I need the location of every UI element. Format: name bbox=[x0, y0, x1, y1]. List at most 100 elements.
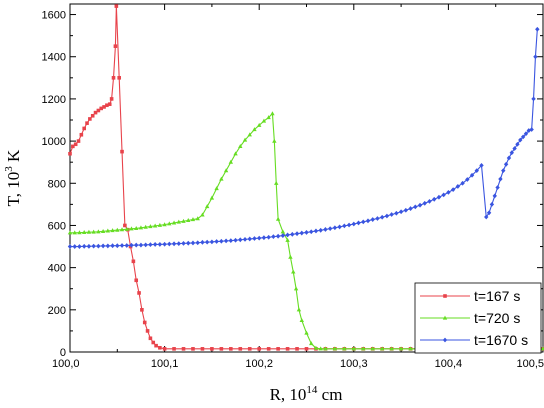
data-point bbox=[123, 223, 127, 228]
data-point bbox=[82, 126, 86, 131]
data-point bbox=[342, 223, 347, 229]
data-point bbox=[223, 168, 229, 173]
data-point bbox=[323, 346, 328, 351]
series-3 bbox=[67, 26, 540, 249]
data-point bbox=[181, 240, 186, 246]
data-point bbox=[375, 216, 380, 221]
data-point bbox=[247, 236, 252, 242]
data-point bbox=[323, 227, 328, 232]
data-point bbox=[450, 187, 456, 192]
data-point bbox=[398, 209, 404, 215]
data-point bbox=[318, 227, 323, 233]
data-point bbox=[90, 113, 95, 118]
data-point bbox=[252, 236, 257, 241]
data-point bbox=[455, 184, 461, 189]
data-point bbox=[291, 269, 296, 274]
data-point bbox=[81, 243, 87, 249]
data-point bbox=[361, 219, 366, 225]
data-point bbox=[68, 151, 72, 156]
x-tick-label: 100,4 bbox=[435, 358, 463, 370]
data-point bbox=[509, 150, 514, 156]
data-point bbox=[171, 241, 177, 247]
data-point bbox=[117, 76, 121, 80]
data-point bbox=[266, 115, 271, 120]
y-tick-label: 1000 bbox=[42, 136, 66, 148]
data-point bbox=[77, 244, 82, 249]
data-point bbox=[242, 236, 248, 242]
y-axis-title: T, 103 K bbox=[3, 149, 23, 206]
data-point bbox=[140, 308, 144, 312]
data-point bbox=[138, 242, 144, 248]
data-point bbox=[503, 161, 509, 167]
data-point bbox=[309, 229, 314, 235]
data-point bbox=[441, 192, 446, 198]
data-point bbox=[113, 44, 118, 48]
data-point bbox=[512, 146, 517, 151]
data-point bbox=[252, 127, 257, 132]
data-point bbox=[304, 347, 309, 351]
data-point bbox=[529, 127, 534, 132]
data-point bbox=[242, 137, 248, 142]
data-point bbox=[114, 4, 119, 8]
data-point bbox=[200, 212, 205, 217]
x-tick-label: 100,1 bbox=[151, 358, 179, 370]
data-point bbox=[143, 224, 148, 229]
data-point bbox=[337, 224, 342, 230]
data-point bbox=[162, 347, 167, 351]
data-point bbox=[361, 346, 366, 351]
data-point bbox=[432, 196, 437, 202]
data-point bbox=[294, 231, 300, 237]
data-point bbox=[257, 347, 261, 351]
data-point bbox=[351, 221, 356, 227]
data-point bbox=[342, 346, 347, 351]
data-point bbox=[257, 122, 262, 127]
data-point bbox=[313, 345, 319, 350]
data-point bbox=[142, 320, 147, 325]
data-point bbox=[275, 233, 281, 239]
data-point bbox=[379, 214, 385, 220]
data-point bbox=[398, 346, 404, 351]
data-point bbox=[223, 238, 229, 244]
data-point bbox=[152, 223, 158, 228]
data-point bbox=[389, 212, 394, 217]
data-point bbox=[186, 217, 191, 222]
data-point bbox=[389, 346, 394, 351]
data-point bbox=[520, 134, 526, 140]
data-point bbox=[469, 172, 475, 178]
data-point bbox=[109, 97, 114, 101]
data-point bbox=[209, 195, 215, 200]
data-point bbox=[272, 138, 277, 143]
data-point bbox=[276, 347, 280, 351]
data-point bbox=[285, 237, 290, 242]
data-point bbox=[346, 222, 352, 228]
data-point bbox=[219, 347, 224, 351]
data-point bbox=[299, 317, 304, 322]
data-point bbox=[195, 216, 200, 221]
data-point bbox=[124, 226, 129, 231]
data-point bbox=[233, 237, 238, 243]
data-point bbox=[67, 230, 73, 235]
data-point bbox=[535, 26, 540, 32]
x-tick-label: 100,5 bbox=[516, 358, 544, 370]
data-point bbox=[280, 233, 286, 238]
data-point bbox=[77, 230, 82, 235]
data-point bbox=[526, 128, 532, 133]
data-point bbox=[365, 218, 371, 224]
legend-swatch-marker bbox=[443, 294, 447, 298]
data-point bbox=[110, 228, 115, 233]
legend-swatch-marker bbox=[442, 337, 448, 343]
data-point bbox=[119, 227, 125, 232]
data-point bbox=[148, 242, 153, 248]
data-point bbox=[204, 204, 210, 209]
data-point bbox=[191, 347, 195, 351]
legend-label: t=1670 s bbox=[474, 332, 528, 348]
y-tick-label: 1200 bbox=[42, 94, 66, 106]
data-point bbox=[134, 278, 139, 283]
data-point bbox=[88, 117, 92, 121]
data-point bbox=[479, 162, 484, 168]
data-point bbox=[176, 219, 181, 224]
data-point bbox=[79, 132, 84, 137]
x-tick-label: 100,3 bbox=[340, 358, 368, 370]
data-point bbox=[152, 242, 158, 247]
data-point bbox=[91, 229, 96, 234]
